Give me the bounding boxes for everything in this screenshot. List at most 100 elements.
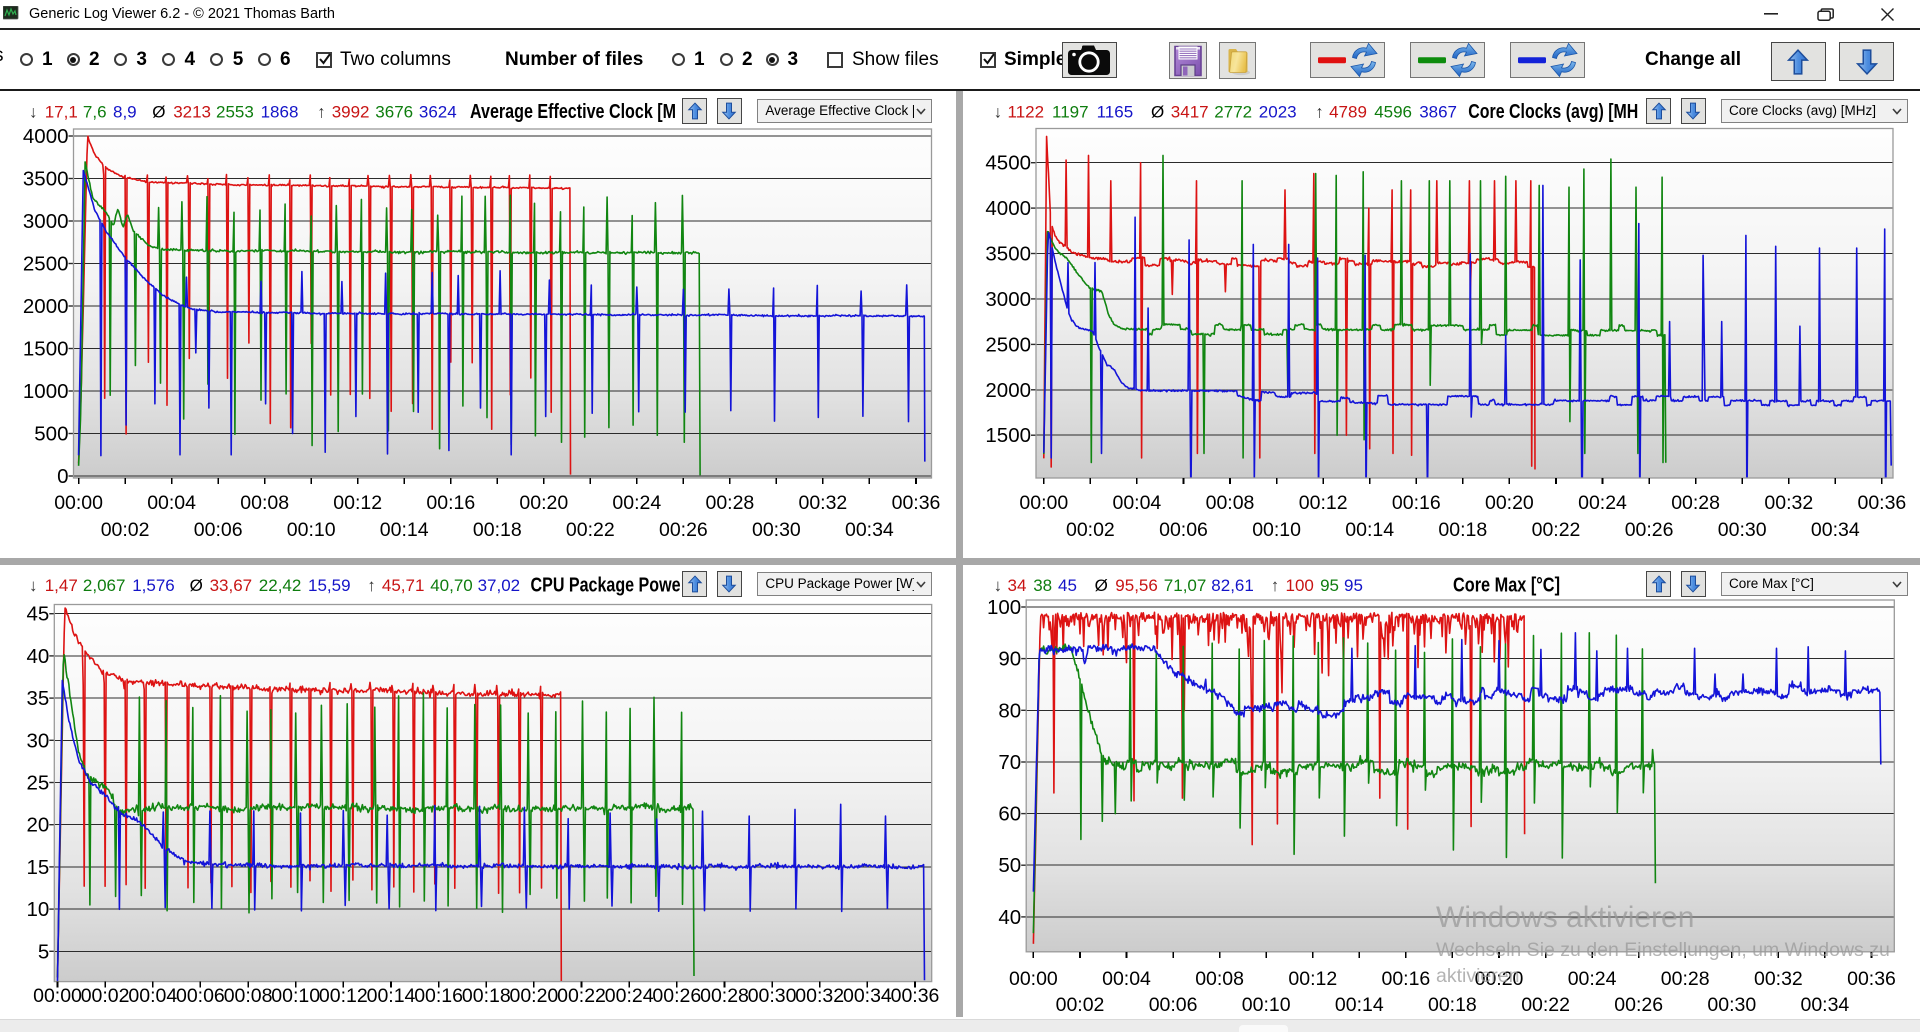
svg-text:00:26: 00:26 xyxy=(652,985,701,1007)
svg-text:00:36: 00:36 xyxy=(892,492,941,514)
svg-text:Ø: Ø xyxy=(152,103,165,122)
svg-text:00:32: 00:32 xyxy=(1764,492,1813,514)
svg-text:Ø: Ø xyxy=(190,576,203,595)
svg-text:00:00: 00:00 xyxy=(1009,968,1058,990)
svg-text:100: 100 xyxy=(1286,576,1314,595)
svg-text:↓: ↓ xyxy=(29,576,38,595)
svg-text:00:18: 00:18 xyxy=(1438,519,1487,541)
svg-text:00:16: 00:16 xyxy=(1381,968,1430,990)
svg-text:Ø: Ø xyxy=(1095,576,1108,595)
svg-text:00:22: 00:22 xyxy=(566,519,615,541)
svg-text:4500: 4500 xyxy=(985,152,1031,175)
svg-text:↓: ↓ xyxy=(994,576,1003,595)
svg-text:30: 30 xyxy=(26,729,49,752)
svg-text:2500: 2500 xyxy=(23,253,69,276)
svg-text:00:16: 00:16 xyxy=(426,492,475,514)
svg-text:37,02: 37,02 xyxy=(478,576,521,595)
svg-text:3992: 3992 xyxy=(332,103,370,122)
svg-text:00:06: 00:06 xyxy=(1149,994,1198,1016)
svg-text:00:10: 00:10 xyxy=(271,985,320,1007)
svg-text:2,067: 2,067 xyxy=(83,576,126,595)
svg-text:4596: 4596 xyxy=(1374,103,1412,122)
svg-text:00:00: 00:00 xyxy=(33,985,82,1007)
svg-text:2500: 2500 xyxy=(985,333,1031,356)
svg-text:3500: 3500 xyxy=(985,243,1031,266)
svg-text:4789: 4789 xyxy=(1329,103,1367,122)
svg-text:3417: 3417 xyxy=(1171,103,1209,122)
svg-text:70: 70 xyxy=(998,751,1021,774)
svg-text:Core Clocks (avg) [MH: Core Clocks (avg) [MH xyxy=(1468,101,1638,123)
svg-text:↓: ↓ xyxy=(994,103,1003,122)
svg-text:3676: 3676 xyxy=(375,103,413,122)
svg-text:00:04: 00:04 xyxy=(147,492,196,514)
svg-text:0: 0 xyxy=(57,465,68,488)
svg-text:00:04: 00:04 xyxy=(128,985,177,1007)
svg-text:00:08: 00:08 xyxy=(1206,492,1255,514)
svg-text:00:04: 00:04 xyxy=(1112,492,1161,514)
svg-text:00:34: 00:34 xyxy=(843,985,892,1007)
svg-text:00:32: 00:32 xyxy=(798,492,847,514)
svg-text:00:08: 00:08 xyxy=(1195,968,1244,990)
svg-text:↑: ↑ xyxy=(1271,576,1280,595)
svg-text:50: 50 xyxy=(998,854,1021,877)
svg-text:95: 95 xyxy=(1344,576,1363,595)
svg-text:00:26: 00:26 xyxy=(1625,519,1674,541)
svg-text:2000: 2000 xyxy=(985,379,1031,402)
svg-text:00:06: 00:06 xyxy=(1159,519,1208,541)
svg-text:1,47: 1,47 xyxy=(45,576,78,595)
svg-text:2553: 2553 xyxy=(216,103,254,122)
svg-text:00:16: 00:16 xyxy=(1392,492,1441,514)
svg-text:00:18: 00:18 xyxy=(462,985,511,1007)
svg-text:00:30: 00:30 xyxy=(1707,994,1756,1016)
svg-text:aktivieren: aktivieren xyxy=(1436,965,1519,987)
svg-text:00:08: 00:08 xyxy=(240,492,289,514)
svg-text:00:10: 00:10 xyxy=(287,519,336,541)
svg-text:00:28: 00:28 xyxy=(705,492,754,514)
svg-text:3213: 3213 xyxy=(173,103,211,122)
svg-text:00:12: 00:12 xyxy=(1288,968,1337,990)
svg-text:00:16: 00:16 xyxy=(414,985,463,1007)
svg-text:40: 40 xyxy=(26,645,49,668)
svg-text:3000: 3000 xyxy=(23,210,69,233)
svg-text:00:28: 00:28 xyxy=(700,985,749,1007)
svg-text:45: 45 xyxy=(26,603,49,626)
svg-text:Wechseln Sie zu den Einstellun: Wechseln Sie zu den Einstellungen, um Wi… xyxy=(1436,939,1890,961)
svg-text:4000: 4000 xyxy=(985,197,1031,220)
svg-text:00:14: 00:14 xyxy=(1335,994,1384,1016)
svg-text:00:02: 00:02 xyxy=(101,519,150,541)
svg-text:00:20: 00:20 xyxy=(1485,492,1534,514)
svg-text:1868: 1868 xyxy=(261,103,299,122)
svg-text:00:32: 00:32 xyxy=(795,985,844,1007)
svg-text:00:36: 00:36 xyxy=(1847,968,1896,990)
svg-text:00:36: 00:36 xyxy=(1857,492,1906,514)
svg-text:38: 38 xyxy=(1033,576,1052,595)
svg-text:100: 100 xyxy=(987,596,1021,619)
svg-text:00:02: 00:02 xyxy=(1066,519,1115,541)
svg-text:33,67: 33,67 xyxy=(210,576,253,595)
svg-text:00:20: 00:20 xyxy=(509,985,558,1007)
svg-text:00:26: 00:26 xyxy=(1614,994,1663,1016)
svg-text:CPU Package Powe: CPU Package Powe xyxy=(531,575,681,597)
svg-text:00:06: 00:06 xyxy=(194,519,243,541)
svg-text:↑: ↑ xyxy=(367,576,376,595)
svg-text:00:22: 00:22 xyxy=(1532,519,1581,541)
svg-text:40: 40 xyxy=(998,906,1021,929)
svg-text:80: 80 xyxy=(998,699,1021,722)
svg-text:1197: 1197 xyxy=(1052,103,1089,122)
svg-text:00:30: 00:30 xyxy=(1718,519,1767,541)
svg-text:00:18: 00:18 xyxy=(473,519,522,541)
svg-text:00:36: 00:36 xyxy=(891,985,940,1007)
svg-text:3624: 3624 xyxy=(419,103,457,122)
svg-text:00:00: 00:00 xyxy=(54,492,103,514)
svg-text:00:22: 00:22 xyxy=(557,985,606,1007)
svg-text:00:30: 00:30 xyxy=(752,519,801,541)
svg-text:00:10: 00:10 xyxy=(1242,994,1291,1016)
svg-text:3867: 3867 xyxy=(1419,103,1457,122)
svg-text:22,42: 22,42 xyxy=(259,576,302,595)
svg-text:00:22: 00:22 xyxy=(1521,994,1570,1016)
svg-text:↑: ↑ xyxy=(1315,103,1324,122)
svg-text:40,70: 40,70 xyxy=(430,576,473,595)
svg-text:1,576: 1,576 xyxy=(132,576,175,595)
svg-text:2023: 2023 xyxy=(1259,103,1297,122)
svg-text:00:24: 00:24 xyxy=(1568,968,1617,990)
